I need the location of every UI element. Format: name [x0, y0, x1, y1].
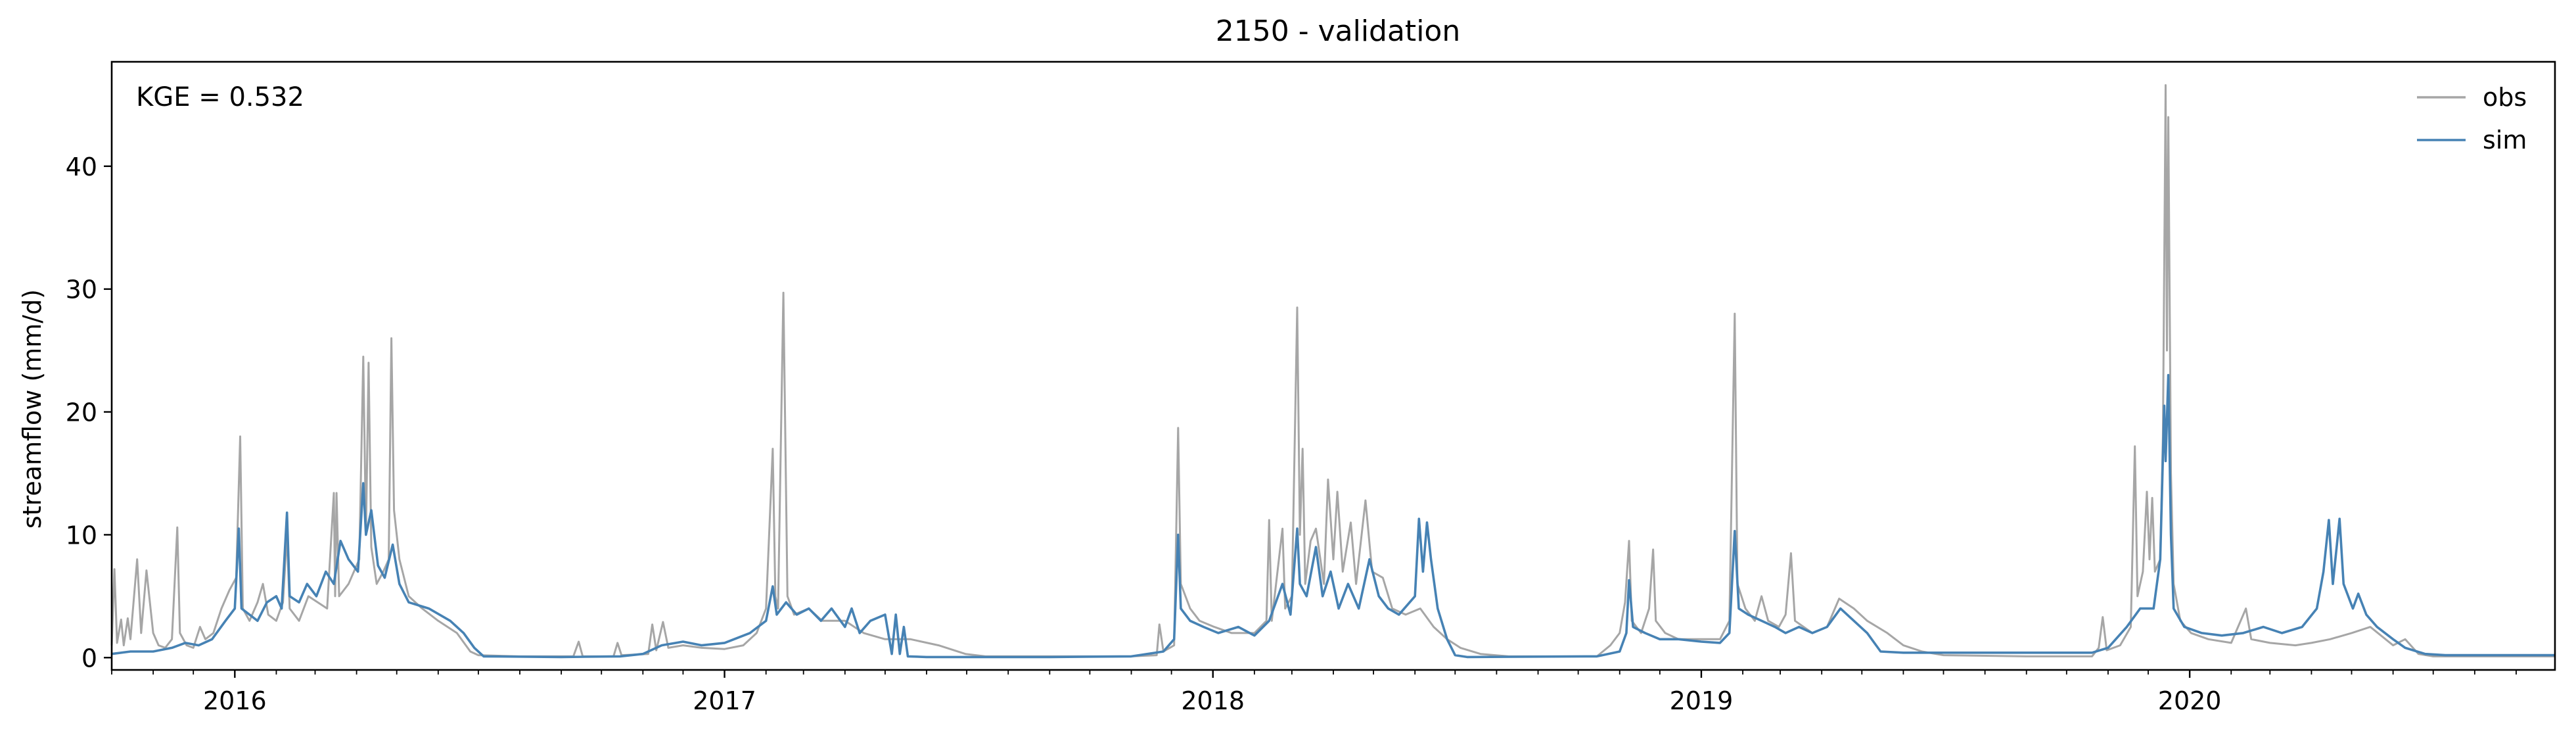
y-tick-label: 20 [66, 398, 97, 427]
series-layer [110, 84, 2555, 659]
y-tick-label: 10 [66, 521, 97, 550]
y-tick-label: 30 [66, 275, 97, 304]
series-line-obs [110, 84, 2555, 657]
y-tick-label: 0 [81, 644, 97, 673]
y-tick-label: 40 [66, 153, 97, 181]
plot-frame [110, 60, 2556, 671]
x-tick-label: 2016 [203, 686, 267, 715]
x-tick-label: 2019 [1670, 686, 1734, 715]
y-axis-label: streamflow (mm/d) [18, 289, 47, 529]
kge-annotation: KGE = 0.532 [136, 82, 304, 112]
series-line-sim [111, 373, 2555, 659]
legend-label-sim: sim [2483, 126, 2527, 154]
legend-label-obs: obs [2483, 83, 2527, 112]
legend: obs sim [2417, 83, 2527, 154]
x-tick-label: 2020 [2158, 686, 2222, 715]
chart-title: 2150 - validation [1216, 14, 1460, 48]
x-axis-ticks: 2016 2017 2018 2019 2020 [111, 670, 2517, 715]
x-tick-label: 2017 [693, 686, 756, 715]
x-tick-label: 2018 [1181, 686, 1245, 715]
y-axis-ticks: 0 10 20 30 40 [66, 153, 112, 673]
